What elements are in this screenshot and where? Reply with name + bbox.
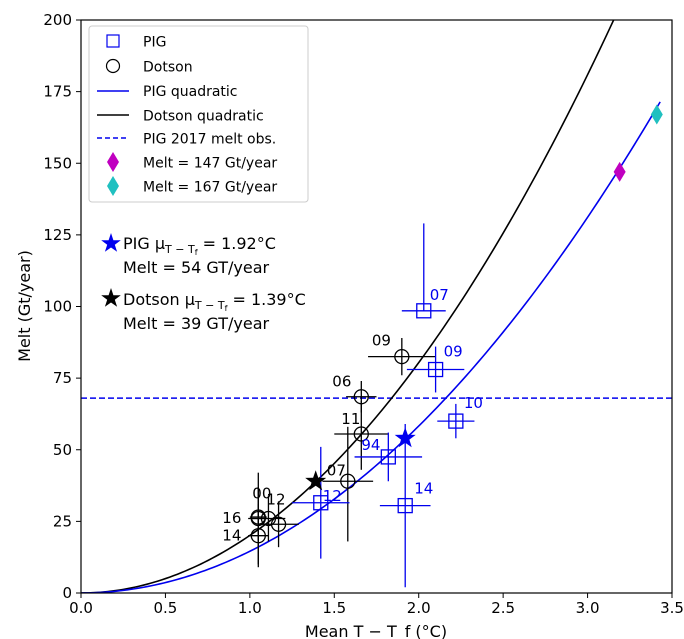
pig-year-label: 09 <box>444 343 463 361</box>
legend-label: Melt = 167 Gt/year <box>143 180 277 196</box>
x-tick-label: 3.0 <box>576 599 600 617</box>
pig-year-label: 12 <box>323 487 342 505</box>
dotson-year-label: 12 <box>266 491 285 509</box>
x-tick-label: 0.5 <box>153 599 177 617</box>
pig-star-icon <box>101 233 121 252</box>
pig-year-label: 10 <box>464 394 483 412</box>
y-tick-label: 25 <box>53 512 72 530</box>
annotations: PIG μT − Tf = 1.92°C Melt = 54 GT/year D… <box>101 233 306 333</box>
annotation-dotson-line2: Melt = 39 GT/year <box>123 314 270 333</box>
annotation-pig-line1: PIG μT − Tf = 1.92°C <box>123 234 276 257</box>
dotson-point-marker <box>353 426 369 442</box>
annotation-pig-line2: Melt = 54 GT/year <box>123 258 270 277</box>
dotson-year-label: 07 <box>327 461 346 479</box>
legend-entry-pig-2017-obs: PIG 2017 melt obs. <box>97 132 276 148</box>
dotson-year-label: 06 <box>332 373 351 391</box>
pig-year-label: 14 <box>414 480 433 498</box>
y-tick-label: 175 <box>43 83 72 101</box>
legend-label: Melt = 147 Gt/year <box>143 156 277 172</box>
legend-label: PIG <box>143 35 166 51</box>
x-tick-label: 1.0 <box>238 599 262 617</box>
pig-quadratic-curve <box>81 101 661 593</box>
y-tick-label: 0 <box>62 584 72 602</box>
pig-point-marker <box>397 497 413 514</box>
x-tick-label: 2.0 <box>407 599 431 617</box>
y-axis-label: Melt (Gt/year) <box>15 250 34 362</box>
dotson-year-label: 00 <box>252 485 271 503</box>
x-tick-label: 2.5 <box>491 599 515 617</box>
x-tick-label: 3.5 <box>660 599 684 617</box>
pig-year-label: 94 <box>361 436 380 454</box>
dotson-point-marker <box>340 473 356 489</box>
y-tick-label: 125 <box>43 226 72 244</box>
legend-label: PIG quadratic <box>143 84 238 100</box>
legend-label: Dotson quadratic <box>143 109 264 125</box>
y-tick-label: 100 <box>43 298 72 316</box>
axes: 0.0 0.5 1.0 1.5 2.0 2.5 3.0 3.5 0 25 50 75 100 125 150… <box>43 11 684 617</box>
circle-marker-icon <box>105 58 121 74</box>
dotson-year-label: 11 <box>341 410 360 428</box>
annotation-pig: PIG μT − Tf = 1.92°C Melt = 54 GT/year <box>101 233 276 277</box>
x-axis-label: Mean T − T_f (°C) <box>305 622 447 639</box>
legend-entry-pig-quadratic: PIG quadratic <box>97 84 238 100</box>
pig-star-marker <box>394 427 416 448</box>
melt-147-diamond <box>613 161 626 182</box>
legend-entry-melt-167: Melt = 167 Gt/year <box>107 176 277 196</box>
dotson-year-label: 09 <box>372 332 391 350</box>
diamond-marker-icon <box>107 176 119 196</box>
square-marker-icon <box>106 34 120 48</box>
y-tick-label: 75 <box>53 369 72 387</box>
y-tick-label: 200 <box>43 11 72 29</box>
dotson-point-marker <box>270 516 287 532</box>
pig-point-marker <box>448 413 464 429</box>
dotson-quadratic-curve <box>81 20 615 593</box>
annotation-dotson: Dotson μT − Tf = 1.39°C Melt = 39 GT/yea… <box>101 288 306 333</box>
diamond-marker-icon <box>107 152 119 172</box>
dotson-year-label: 14 <box>222 527 241 545</box>
legend-entry-dotson: Dotson <box>105 58 193 76</box>
dotson-star-marker <box>305 470 327 491</box>
x-tick-label: 1.5 <box>322 599 346 617</box>
melt-167-diamond <box>650 104 663 125</box>
legend-label: PIG 2017 melt obs. <box>143 132 276 148</box>
pig-point-marker <box>380 449 396 465</box>
legend-entry-dotson-quadratic: Dotson quadratic <box>97 109 264 125</box>
x-tick-label: 0.0 <box>69 599 93 617</box>
pig-point-marker <box>416 303 432 319</box>
dotson-point-marker <box>250 528 266 544</box>
pig-point-marker <box>313 495 329 511</box>
pig-year-label: 07 <box>430 286 449 304</box>
dotson-year-label: 16 <box>222 509 241 527</box>
legend-label: Dotson <box>143 60 193 76</box>
annotation-dotson-line1: Dotson μT − Tf = 1.39°C <box>123 290 306 313</box>
dotson-point-marker <box>394 348 410 365</box>
pig-point-marker <box>427 361 444 378</box>
dotson-star-icon <box>101 288 121 307</box>
legend-entry-pig: PIG <box>106 34 166 51</box>
legend-entry-melt-147: Melt = 147 Gt/year <box>107 152 277 172</box>
y-tick-label: 50 <box>53 441 72 459</box>
legend: PIG Dotson PIG quadratic Dotson quadrati… <box>88 25 309 203</box>
y-tick-label: 150 <box>43 154 72 172</box>
